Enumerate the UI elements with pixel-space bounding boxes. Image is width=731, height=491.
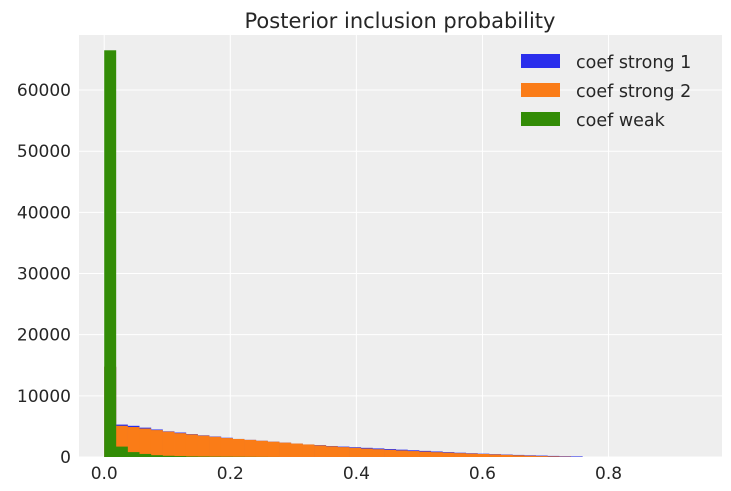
- bar-1-26: [407, 451, 420, 457]
- legend: coef strong 1 coef strong 2 coef weak: [521, 53, 691, 131]
- bar-1-29: [442, 452, 455, 457]
- bar-1-21: [349, 447, 362, 457]
- bar-2-0: [104, 50, 117, 457]
- x-tick-label: 0.0: [91, 464, 118, 484]
- legend-swatch: [521, 54, 560, 68]
- bar-2-3: [139, 453, 152, 457]
- bar-1-36: [524, 455, 537, 457]
- bar-1-13: [255, 440, 268, 457]
- x-axis-ticks: 0.0 0.2 0.4 0.6 0.8: [91, 464, 622, 484]
- bar-1-4: [150, 430, 163, 457]
- x-tick-label: 0.4: [343, 464, 370, 484]
- bar-0-40: [570, 456, 583, 457]
- bar-1-34: [500, 454, 513, 457]
- bar-1-11: [232, 438, 245, 457]
- bar-2-1: [115, 446, 128, 457]
- bar-2-4: [150, 455, 163, 457]
- bar-1-37: [535, 456, 548, 457]
- plot-background: [79, 35, 722, 457]
- legend-swatch: [521, 112, 560, 126]
- bar-1-16: [290, 443, 303, 457]
- legend-label: coef strong 2: [576, 82, 691, 102]
- series-2: [104, 50, 280, 457]
- bar-1-23: [372, 449, 385, 457]
- bar-1-35: [512, 455, 525, 457]
- bar-0-39: [559, 456, 572, 457]
- bar-1-20: [337, 447, 350, 457]
- bar-1-28: [430, 452, 443, 457]
- bar-1-24: [384, 449, 397, 457]
- bar-1-3: [139, 428, 152, 457]
- bar-1-5: [162, 431, 175, 457]
- bar-1-33: [489, 454, 502, 457]
- x-tick-label: 0.8: [595, 464, 622, 484]
- bar-1-2: [127, 427, 140, 457]
- bar-1-10: [220, 438, 233, 457]
- bar-1-38: [547, 456, 560, 457]
- bar-1-22: [360, 448, 373, 457]
- bar-1-17: [302, 444, 315, 457]
- bars: [104, 50, 583, 457]
- bar-1-15: [279, 442, 292, 457]
- bar-1-14: [267, 441, 280, 457]
- bar-1-1: [115, 425, 128, 457]
- chart-title: Posterior inclusion probability: [245, 9, 556, 33]
- bar-1-6: [174, 433, 187, 457]
- bar-2-5: [162, 455, 175, 457]
- grid-lines: [79, 35, 722, 458]
- bar-1-7: [185, 434, 198, 457]
- legend-label: coef strong 1: [576, 53, 691, 73]
- legend-swatch: [521, 83, 560, 97]
- y-tick-label: 30000: [17, 265, 71, 285]
- bar-1-8: [197, 435, 210, 457]
- y-tick-label: 50000: [17, 142, 71, 162]
- x-tick-label: 0.6: [469, 464, 496, 484]
- y-tick-label: 60000: [17, 81, 71, 101]
- bar-1-32: [477, 454, 490, 457]
- legend-label: coef weak: [576, 111, 666, 131]
- bar-2-6: [174, 456, 187, 457]
- bar-1-12: [244, 439, 257, 457]
- bar-1-27: [419, 451, 432, 457]
- bar-1-18: [314, 445, 327, 457]
- y-axis-ticks: 0 10000 20000 30000 40000 50000 60000: [17, 81, 71, 468]
- y-tick-label: 20000: [17, 326, 71, 346]
- bar-1-30: [454, 453, 467, 457]
- y-tick-label: 0: [60, 448, 71, 468]
- bar-2-7: [185, 456, 198, 457]
- bar-1-25: [395, 450, 408, 457]
- bar-1-9: [209, 436, 222, 457]
- y-tick-label: 40000: [17, 203, 71, 223]
- x-tick-label: 0.2: [217, 464, 244, 484]
- y-tick-label: 10000: [17, 387, 71, 407]
- bar-2-2: [127, 452, 140, 457]
- bar-1-31: [465, 453, 478, 457]
- bar-1-19: [325, 446, 338, 457]
